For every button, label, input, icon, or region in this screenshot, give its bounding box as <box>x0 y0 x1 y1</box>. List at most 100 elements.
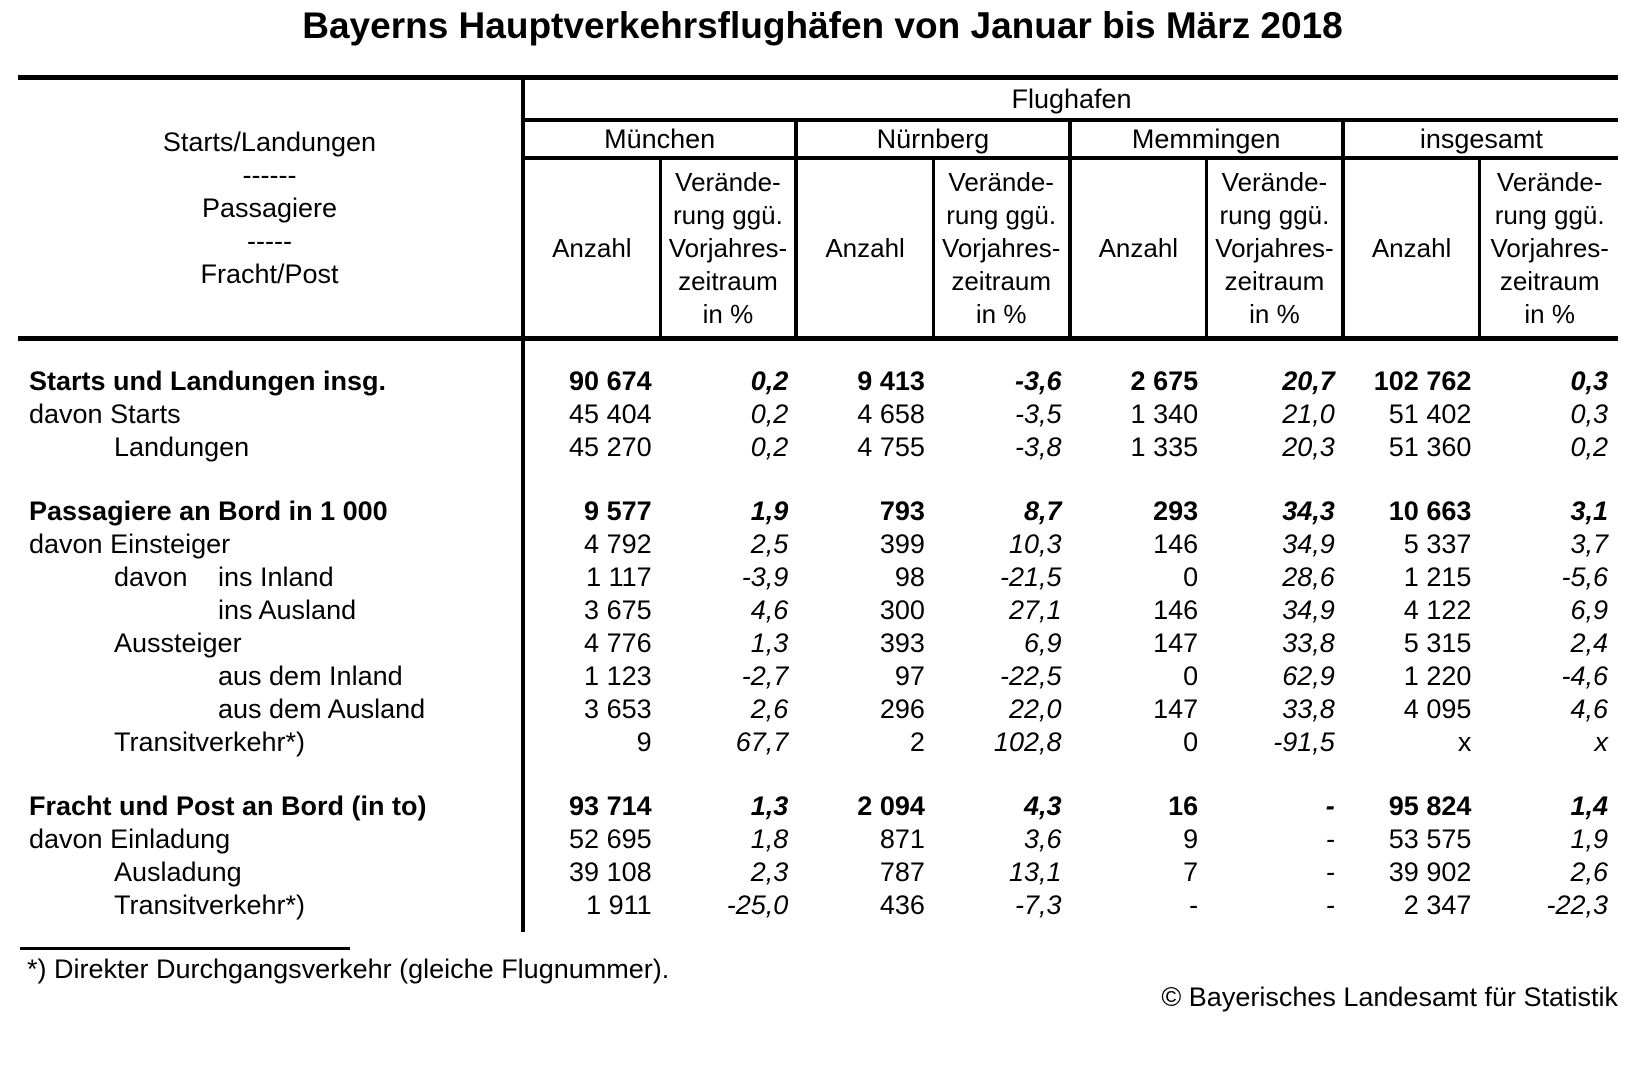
table-body: Starts und Landungen insg. 90 674 0,2 9 … <box>18 341 1618 932</box>
anzahl-cell: 4 776 <box>584 628 652 658</box>
table-row: davon Einsteiger 4 792 2,5 399 10,3 146 … <box>18 528 1618 561</box>
change-cell: 34,3 <box>1282 496 1335 526</box>
anzahl-cell: 0 <box>1183 562 1199 592</box>
change-cell: 4,6 <box>1570 694 1608 724</box>
change-cell: 20,3 <box>1282 432 1335 462</box>
table-row: Transitverkehr*) 1 911 -25,0 436 -7,3 - … <box>18 889 1618 922</box>
change-cell: - <box>1325 824 1335 854</box>
anzahl-cell: 1 911 <box>586 890 652 920</box>
anzahl-cell: 9 <box>636 727 652 757</box>
anzahl-cell: 147 <box>1153 628 1199 658</box>
change-cell: 21,0 <box>1282 399 1335 429</box>
table-row: Passagiere an Bord in 1 000 9 577 1,9 79… <box>18 495 1618 528</box>
footnote-text: *) Direkter Durchgangsverkehr (gleiche F… <box>27 954 670 984</box>
change-cell: 0,2 <box>750 399 789 429</box>
anzahl-header: Anzahl <box>1072 160 1209 336</box>
table-row: Landungen 45 270 0,2 4 755 -3,8 1 335 20… <box>18 431 1618 464</box>
change-header: Verände- rung ggü. Vorjahres- zeitraum i… <box>935 160 1072 336</box>
anzahl-cell: 7 <box>1183 857 1199 887</box>
anzahl-cell: 53 575 <box>1388 824 1472 854</box>
change-cell: 4,3 <box>1023 791 1062 821</box>
row-label: Landungen <box>114 432 250 462</box>
anzahl-cell: 2 <box>909 727 925 757</box>
change-cell: 3,6 <box>1023 824 1062 854</box>
anzahl-cell: 147 <box>1153 694 1199 724</box>
change-cell: 0,3 <box>1570 399 1608 429</box>
anzahl-cell: 0 <box>1183 661 1199 691</box>
change-cell: - <box>1325 791 1335 821</box>
anzahl-cell: 300 <box>879 595 925 625</box>
row-label: Fracht und Post an Bord (in to) <box>29 791 427 821</box>
anzahl-cell: 0 <box>1183 727 1199 757</box>
anzahl-cell: 90 674 <box>569 366 652 396</box>
anzahl-cell: - <box>1189 890 1199 920</box>
change-cell: 1,3 <box>750 791 789 821</box>
anzahl-cell: 45 270 <box>569 432 652 462</box>
table-row: Transitverkehr*) 9 67,7 2 102,8 0 -91,5 … <box>18 726 1618 759</box>
change-cell: 4,6 <box>750 595 789 625</box>
change-cell: 1,8 <box>750 824 789 854</box>
table-row: ins Ausland 3 675 4,6 300 27,1 146 34,9 … <box>18 594 1618 627</box>
anzahl-cell: 39 902 <box>1388 857 1472 887</box>
change-cell: 27,1 <box>1008 595 1062 625</box>
change-header: Verände- rung ggü. Vorjahres- zeitraum i… <box>1208 160 1345 336</box>
row-label: davon ins Inland <box>18 561 525 594</box>
change-cell: - <box>1325 890 1335 920</box>
row-label: ins Ausland <box>218 595 357 625</box>
change-cell: 2,6 <box>750 694 789 724</box>
change-cell: - <box>1325 857 1335 887</box>
change-cell: 0,2 <box>1570 432 1608 462</box>
change-cell: -25,0 <box>726 890 789 920</box>
row-label-text: ins Inland <box>218 562 334 592</box>
row-label: davon Einladung <box>29 824 231 854</box>
change-cell: 8,7 <box>1023 496 1062 526</box>
anzahl-cell: 146 <box>1153 529 1199 559</box>
table-row: Ausladung 39 108 2,3 787 13,1 7 - 39 902… <box>18 856 1618 889</box>
anzahl-cell: 51 360 <box>1388 432 1472 462</box>
airport-header-insgesamt: insgesamt <box>1344 122 1618 160</box>
change-cell: 102,8 <box>993 727 1062 757</box>
change-cell: 34,9 <box>1282 595 1335 625</box>
anzahl-cell: 4 755 <box>857 432 925 462</box>
change-cell: 6,9 <box>1570 595 1608 625</box>
anzahl-cell: 98 <box>894 562 925 592</box>
table-header: Starts/Landungen ------ Passagiere -----… <box>18 75 1618 341</box>
anzahl-cell: 1 117 <box>586 562 652 592</box>
table-row: Starts und Landungen insg. 90 674 0,2 9 … <box>18 365 1618 398</box>
anzahl-cell: 4 658 <box>857 399 925 429</box>
anzahl-cell: 95 824 <box>1388 791 1472 821</box>
anzahl-cell: 393 <box>879 628 925 658</box>
page-title: Bayerns Hauptverkehrsflughäfen von Janua… <box>302 5 1343 46</box>
anzahl-cell: 39 108 <box>569 857 652 887</box>
row-label: Transitverkehr*) <box>114 890 306 920</box>
table-row: Fracht und Post an Bord (in to) 93 714 1… <box>18 790 1618 823</box>
row-label: davon Starts <box>29 399 181 429</box>
anzahl-cell: x <box>1457 727 1472 757</box>
flughafen-group-header: Flughafen <box>525 80 1618 122</box>
row-label: Transitverkehr*) <box>114 727 306 757</box>
anzahl-cell: 52 695 <box>569 824 652 854</box>
change-header: Verände- rung ggü. Vorjahres- zeitraum i… <box>1490 166 1609 329</box>
anzahl-cell: 45 404 <box>569 399 652 429</box>
change-cell: -2,7 <box>741 661 789 691</box>
table-row: davon Starts 45 404 0,2 4 658 -3,5 1 340… <box>18 398 1618 431</box>
anzahl-cell: 1 123 <box>584 661 652 691</box>
anzahl-cell: 9 577 <box>584 496 652 526</box>
change-cell: -21,5 <box>999 562 1062 592</box>
change-cell: 28,6 <box>1282 562 1335 592</box>
row-label: Ausladung <box>114 857 242 887</box>
anzahl-cell: 93 714 <box>569 791 652 821</box>
change-cell: -3,8 <box>1014 432 1062 462</box>
change-cell: 0,2 <box>750 432 789 462</box>
change-cell: 20,7 <box>1282 366 1335 396</box>
row-label: Passagiere an Bord in 1 000 <box>29 496 388 526</box>
anzahl-cell: 399 <box>879 529 925 559</box>
change-cell: -22,3 <box>1546 890 1608 920</box>
anzahl-cell: 5 337 <box>1403 529 1472 559</box>
table-row: aus dem Inland 1 123 -2,7 97 -22,5 0 62,… <box>18 660 1618 693</box>
stub-header: Starts/Landungen ------ Passagiere -----… <box>18 80 525 336</box>
copyright-text: © Bayerisches Landesamt für Statistik <box>1161 982 1618 1012</box>
anzahl-header: Anzahl <box>1345 160 1482 336</box>
anzahl-header: Anzahl <box>798 160 935 336</box>
change-cell: -4,6 <box>1561 661 1608 691</box>
